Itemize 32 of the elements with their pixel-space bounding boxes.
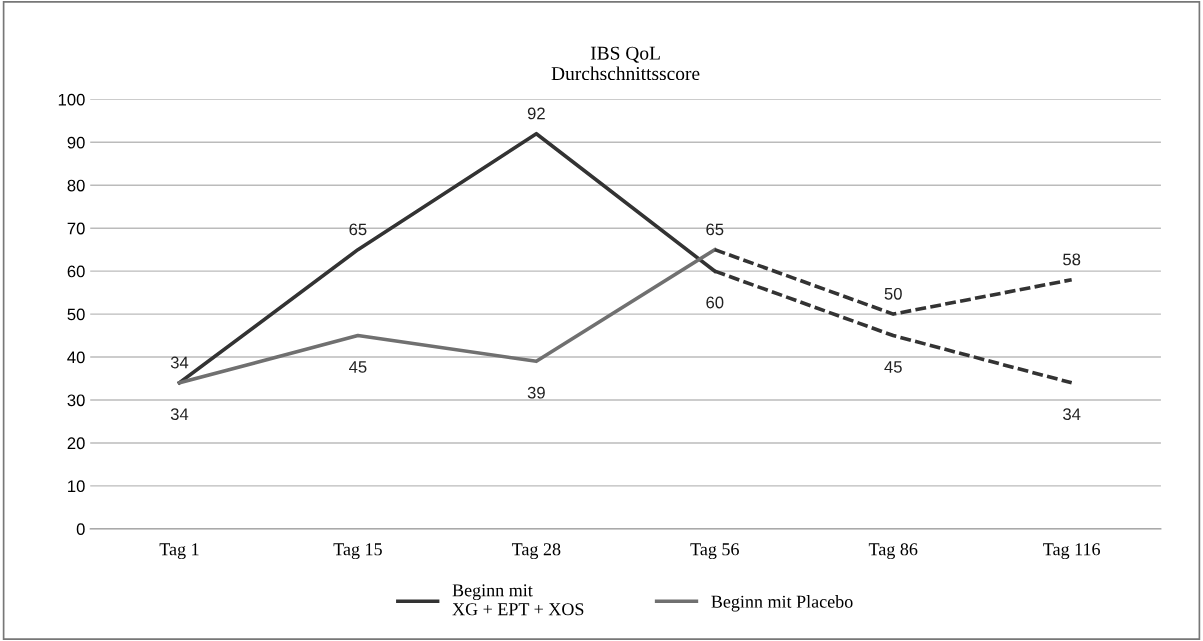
y-tick-label: 50 [67,308,85,321]
legend-label: Beginn mit Placebo [711,595,853,612]
data-label: 92 [527,107,545,120]
data-label: 45 [349,361,367,373]
legend-label: Beginn mit XG + EPT + XOS [452,584,584,616]
y-tick-label: 80 [67,179,85,192]
y-tick-label: 60 [67,265,85,278]
data-label: 50 [884,287,902,300]
x-tick-label: Tag 15 [333,543,382,560]
data-label: 45 [884,361,902,373]
y-tick-label: 90 [67,136,85,149]
x-tick-label: Tag 116 [1043,543,1100,560]
y-tick-label: 0 [76,523,85,536]
data-label: 34 [1063,408,1081,421]
y-tick-label: 100 [58,93,85,106]
y-tick-label: 20 [67,437,85,450]
x-tick-label: Tag 86 [868,543,918,560]
x-tick-label: Tag 28 [511,543,561,560]
x-tick-label: Tag 1 [159,543,199,560]
y-tick-label: 70 [67,222,85,235]
data-label: 58 [1063,253,1081,266]
data-label: 34 [170,356,189,369]
y-tick-label: 40 [67,351,85,364]
chart-title: IBS QoL Durchschnittsscore [551,46,700,81]
y-tick-label: 30 [67,394,85,407]
x-tick-label: Tag 56 [690,543,739,560]
data-label: 34 [170,408,189,421]
data-label: 39 [527,386,545,399]
data-label: 65 [349,223,367,236]
y-tick-label: 10 [68,480,85,493]
data-label: 65 [706,223,724,236]
data-label: 60 [706,296,724,309]
